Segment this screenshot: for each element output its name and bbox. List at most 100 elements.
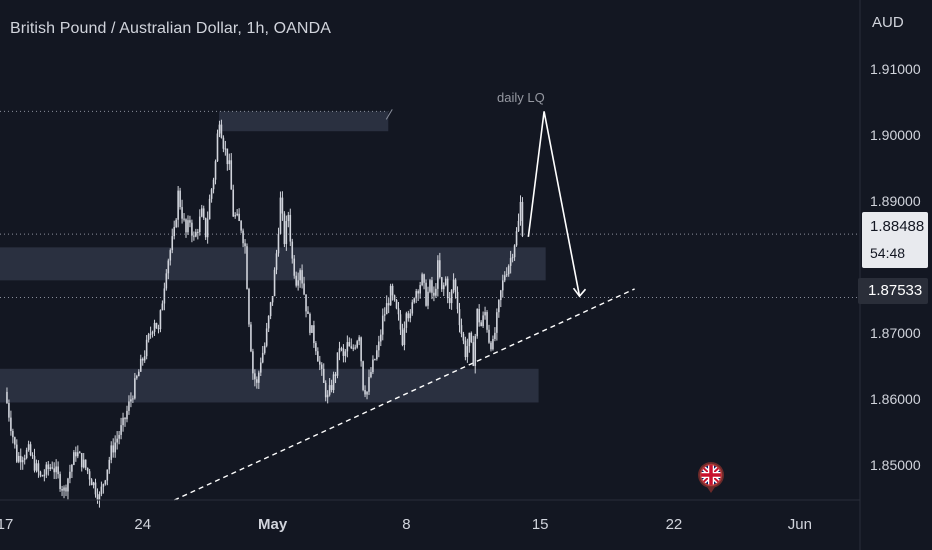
candle-body-175	[350, 346, 353, 349]
candle-body-252	[501, 280, 504, 291]
candle-body-227	[452, 279, 455, 291]
candle-body-63	[130, 399, 132, 402]
candle-body-97	[197, 231, 199, 233]
candle-body-170	[340, 348, 343, 350]
candle-body-51	[106, 469, 109, 481]
candle-body-81	[165, 273, 168, 289]
date-tick-label: 8	[402, 516, 411, 533]
candle-body-39	[82, 459, 85, 468]
candle-body-206	[411, 302, 414, 314]
candle-body-195	[389, 285, 392, 306]
candle-body-121	[244, 243, 246, 247]
candle-body-143	[287, 214, 290, 222]
candle-body-95	[193, 235, 195, 237]
candle-body-127	[256, 379, 258, 383]
candle-body-141	[283, 213, 286, 245]
candle-body-120	[242, 230, 244, 244]
candle-body-192	[383, 314, 386, 316]
candle-body-117	[236, 213, 238, 216]
candle-body-149	[299, 270, 301, 281]
candle-body-17	[39, 471, 42, 476]
candle-body-253	[503, 275, 506, 281]
candle-body-14	[33, 456, 36, 471]
candle-body-129	[259, 362, 262, 373]
price-tick-label: 1.87000	[870, 324, 921, 341]
candle-body-33	[71, 464, 73, 472]
candle-body-52	[108, 459, 111, 470]
candle-body-20	[45, 464, 48, 475]
candle-body-58	[120, 425, 122, 435]
candle-body-189	[378, 341, 380, 351]
candle-body-25	[55, 466, 57, 473]
candle-body-182	[364, 389, 366, 395]
candle-body-200	[399, 314, 402, 330]
candle-body-123	[248, 288, 250, 325]
candle-body-83	[169, 250, 172, 261]
candle-body-204	[407, 313, 410, 319]
candle-body-42	[88, 471, 91, 480]
candle-body-54	[112, 445, 115, 453]
candle-body-23	[51, 467, 54, 469]
candle-body-166	[332, 374, 335, 391]
candle-body-119	[240, 220, 242, 231]
candle-body-193	[385, 303, 388, 315]
candle-body-260	[517, 220, 520, 232]
candle-body-186	[372, 359, 374, 373]
candle-body-140	[281, 197, 284, 214]
candle-body-172	[344, 351, 347, 356]
candle-body-56	[116, 438, 118, 443]
price-tick-label: 1.85000	[870, 456, 921, 473]
candle-body-8	[21, 460, 24, 463]
candle-body-118	[238, 213, 240, 221]
candle-body-12	[29, 444, 32, 456]
date-tick-label: 17	[0, 516, 14, 533]
candle-body-6	[17, 455, 20, 462]
candle-body-135	[271, 296, 274, 303]
candle-body-188	[376, 350, 378, 360]
candle-body-66	[136, 376, 138, 379]
candle-body-216	[431, 280, 433, 293]
candle-body-191	[381, 315, 384, 335]
candle-body-215	[429, 280, 431, 292]
candle-body-231	[460, 325, 463, 334]
candle-body-138	[277, 233, 280, 254]
candle-body-239	[476, 308, 478, 337]
candle-body-107	[216, 133, 219, 162]
zone-0	[219, 111, 389, 132]
candle-body-142	[285, 221, 288, 245]
candle-body-38	[80, 453, 83, 468]
candle-body-124	[250, 324, 252, 352]
candle-body-202	[403, 327, 406, 345]
candle-body-261	[519, 201, 522, 221]
candle-body-35	[75, 452, 77, 457]
price-tick-label: 1.90000	[870, 126, 921, 143]
candle-body-125	[252, 351, 254, 374]
candle-body-157	[315, 343, 317, 352]
candle-body-147	[295, 275, 297, 286]
date-tick-label: Jun	[787, 516, 812, 533]
candle-body-60	[124, 417, 126, 420]
candle-body-245	[488, 329, 490, 343]
candle-body-44	[92, 482, 95, 486]
candle-body-136	[273, 269, 276, 297]
candle-body-198	[395, 300, 398, 309]
candle-body-1	[8, 403, 10, 418]
candle-body-258	[513, 245, 516, 258]
candle-body-131	[263, 345, 266, 353]
candle-body-53	[110, 445, 113, 460]
candle-body-10	[25, 449, 28, 459]
candle-body-73	[149, 333, 152, 335]
candle-body-96	[195, 231, 197, 237]
candle-body-126	[254, 373, 256, 380]
candle-body-70	[143, 356, 146, 361]
candle-body-68	[139, 358, 142, 372]
candle-body-100	[202, 208, 205, 218]
candle-body-18	[41, 475, 44, 477]
candle-body-230	[458, 309, 461, 326]
candle-body-158	[317, 351, 319, 362]
candle-body-11	[27, 444, 30, 450]
current-price: 1.88488	[870, 218, 925, 235]
candle-body-116	[234, 215, 236, 217]
uk-flag-icon[interactable]	[697, 460, 725, 494]
